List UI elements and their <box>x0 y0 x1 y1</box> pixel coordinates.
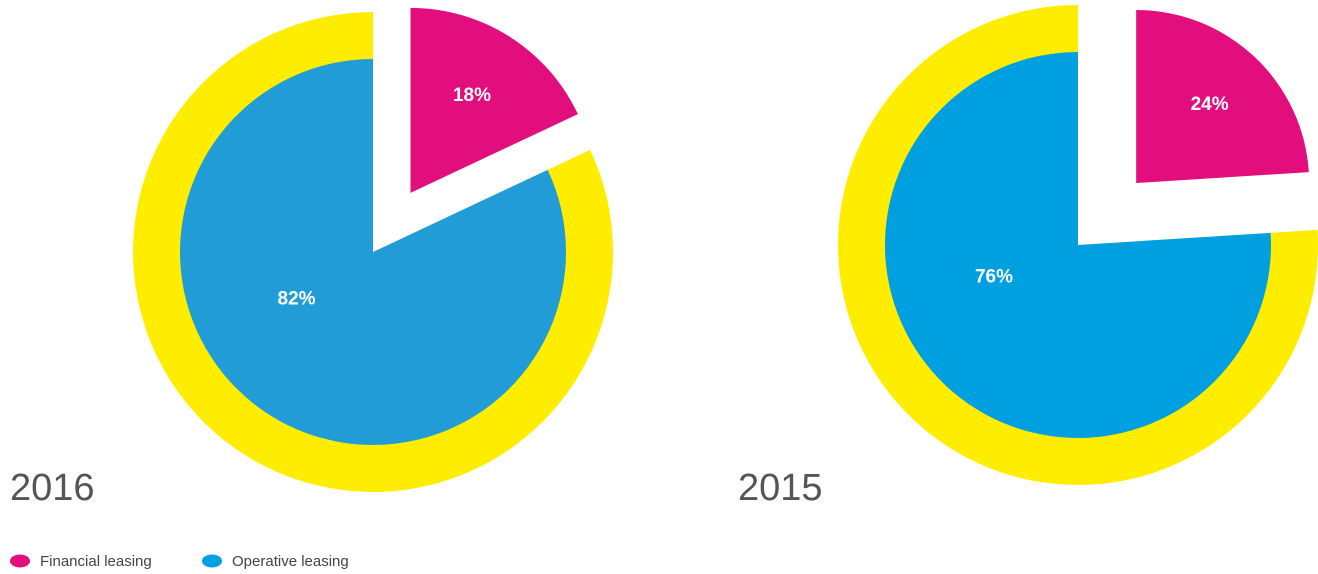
chart-title: 2015 <box>738 467 823 509</box>
slice <box>884 52 1271 439</box>
slice <box>180 59 566 446</box>
legend-label: Financial leasing <box>40 553 152 570</box>
slice <box>1136 10 1309 184</box>
legend-swatch <box>202 554 222 568</box>
slice-label: 76% <box>975 266 1013 287</box>
slice <box>410 7 578 193</box>
legend-label: Operative leasing <box>232 553 349 570</box>
slice-label: 82% <box>278 288 316 309</box>
chart-title: 2016 <box>10 467 95 509</box>
slice-label: 24% <box>1191 94 1229 115</box>
legend-swatch <box>10 554 30 568</box>
slice-label: 18% <box>453 85 491 106</box>
